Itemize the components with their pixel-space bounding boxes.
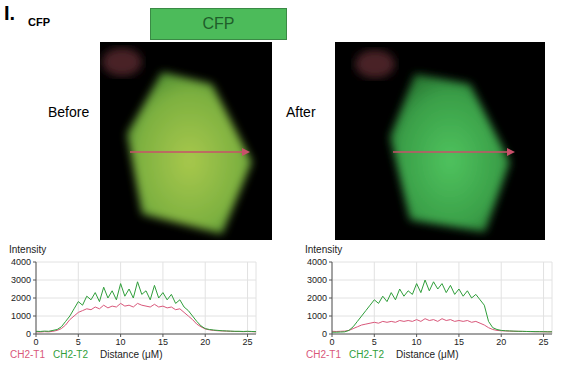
svg-text:3000: 3000 xyxy=(11,275,31,285)
svg-text:2000: 2000 xyxy=(307,293,327,303)
html-text:Distance (μM): Distance (μM) xyxy=(100,349,163,360)
svg-text:25: 25 xyxy=(539,337,549,347)
html-text:Before: Before xyxy=(48,104,90,120)
svg-text:10: 10 xyxy=(116,337,126,347)
html-text:I.: I. xyxy=(4,2,16,24)
html-text:Intensity: Intensity xyxy=(9,244,47,255)
svg-text:4000: 4000 xyxy=(307,257,327,267)
html-text:After: After xyxy=(286,104,316,120)
html-text:CFP: CFP xyxy=(28,16,50,28)
svg-text:20: 20 xyxy=(496,337,506,347)
svg-text:1000: 1000 xyxy=(307,311,327,321)
html-text:CH2-T2: CH2-T2 xyxy=(349,349,384,360)
html-text:CH2-T2: CH2-T2 xyxy=(53,349,88,360)
svg-text:2000: 2000 xyxy=(11,293,31,303)
svg-text:3000: 3000 xyxy=(307,275,327,285)
svg-text:10: 10 xyxy=(412,337,422,347)
svg-text:20: 20 xyxy=(200,337,210,347)
svg-text:0: 0 xyxy=(329,337,334,347)
svg-text:0: 0 xyxy=(33,337,38,347)
svg-text:15: 15 xyxy=(454,337,464,347)
svg-text:1000: 1000 xyxy=(11,311,31,321)
svg-text:5: 5 xyxy=(76,337,81,347)
html-text:CH2-T1: CH2-T1 xyxy=(10,349,45,360)
svg-text:5: 5 xyxy=(372,337,377,347)
svg-text:0: 0 xyxy=(26,329,31,339)
html-text:CFP: CFP xyxy=(202,15,235,32)
svg-text:4000: 4000 xyxy=(11,257,31,267)
html-text:Distance (μM): Distance (μM) xyxy=(396,349,459,360)
svg-text:15: 15 xyxy=(158,337,168,347)
html-text:Intensity: Intensity xyxy=(305,244,343,255)
html-text:CH2-T1: CH2-T1 xyxy=(306,349,341,360)
svg-text:25: 25 xyxy=(243,337,253,347)
svg-text:0: 0 xyxy=(322,329,327,339)
